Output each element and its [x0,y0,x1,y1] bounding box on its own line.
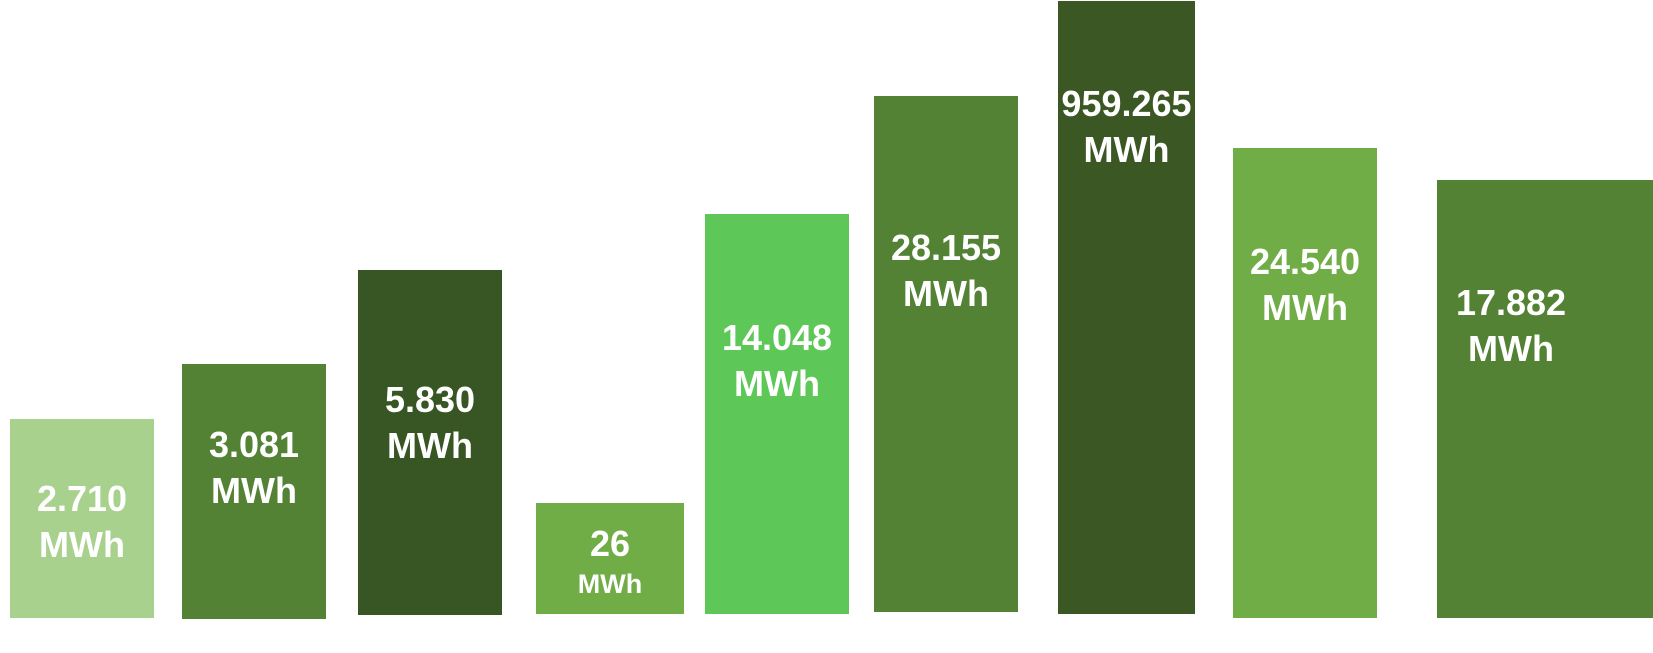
bar-8 [1233,148,1377,618]
data-label-value: 959.265 [1061,83,1192,124]
data-label-8: 24.540 MWh [1205,239,1405,331]
bar-1 [10,419,154,618]
data-label-5: 14.048 MWh [677,315,877,407]
data-label-value: 5.830 [384,379,476,420]
data-label-6: 28.155 MWh [846,225,1046,317]
data-label-unit: MWh [1083,129,1170,171]
data-label-unit: MWh [1262,287,1348,329]
data-label-4: 26 MWh [510,521,710,602]
data-label-unit: MWh [734,363,820,405]
data-label-value: 24.540 [1249,241,1361,282]
bar-2 [182,364,326,619]
data-label-value: 2.710 [36,478,128,519]
bar-9 [1437,180,1653,618]
data-label-2: 3.081 MWh [154,422,354,514]
bar-4 [536,503,684,614]
data-label-unit: MWh [903,273,989,315]
data-label-value: 26 [589,522,631,564]
data-label-value: 14.048 [721,317,833,358]
bar-6 [874,96,1018,612]
bar-5 [705,214,849,614]
data-label-unit: MWh [577,568,643,599]
data-label-1: 2.710 MWh [0,476,182,568]
data-label-unit: MWh [211,470,297,512]
bar-3 [358,270,502,615]
data-label-unit: MWh [1468,328,1554,370]
data-label-value: 3.081 [208,424,300,465]
data-label-3: 5.830 MWh [330,377,530,469]
bar-7 [1058,1,1195,614]
data-label-unit: MWh [39,524,125,566]
data-label-value: 17.882 [1455,282,1567,323]
data-label-unit: MWh [387,425,473,467]
data-label-value: 28.155 [890,227,1002,268]
data-label-9: 17.882 MWh [1411,280,1611,372]
data-label-7: 959.265 MWh [1027,81,1227,173]
